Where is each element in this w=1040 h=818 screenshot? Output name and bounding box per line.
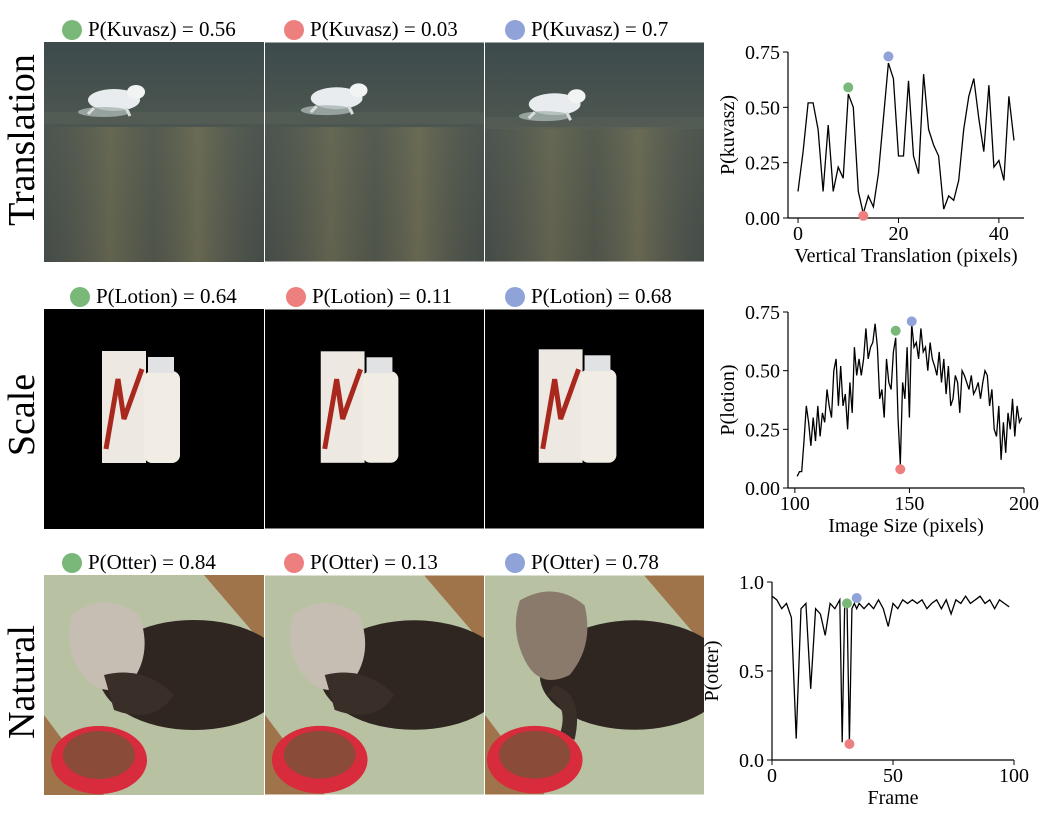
caption-text: P(Kuvasz) = 0.03 (310, 17, 458, 41)
green-marker (890, 325, 901, 336)
blue-dot-icon (505, 552, 525, 573)
green-marker (843, 82, 854, 93)
y-tick-label: 0.00 (745, 478, 780, 500)
lotion-scale-chart: 0.00 0.25 0.50 0.75 100 150 200 Image Size (pix… (717, 302, 1039, 537)
x-tick-label: 100 (999, 765, 1029, 787)
x-axis-label: Image Size (pixels) (828, 515, 984, 537)
green-marker (842, 598, 853, 609)
y-tick-label: 0.75 (745, 302, 780, 324)
y-tick-label: 0.00 (745, 208, 780, 230)
y-tick-label: 0.0 (739, 750, 764, 772)
red-marker (844, 738, 855, 749)
y-tick-label: 0.50 (745, 97, 780, 119)
caption-scale-3: P(Lotion) = 0.68 (505, 284, 672, 309)
row-label-scale: Scale (1, 373, 43, 457)
caption-scale-2: P(Lotion) = 0.11 (286, 284, 452, 309)
red-dot-icon (286, 286, 306, 307)
green-dot-icon (62, 552, 82, 573)
caption-text: P(Lotion) = 0.64 (96, 284, 237, 308)
red-marker (895, 464, 906, 475)
blue-marker (906, 316, 917, 327)
y-tick-label: 0.5 (739, 661, 764, 683)
blue-marker (851, 593, 862, 604)
dog-water-image-2 (265, 42, 484, 262)
otter-frame-chart: 0.0 0.5 1.0 0 50 100 Frame P(otter) (701, 572, 1029, 809)
dog-water-image-1 (44, 42, 264, 262)
blue-dot-icon (505, 19, 525, 40)
series-line (796, 323, 1023, 477)
x-tick-label: 0 (793, 223, 803, 245)
caption-translation-1: P(Kuvasz) = 0.56 (62, 17, 236, 42)
red-dot-icon (284, 19, 304, 40)
dog-water-image-3 (485, 42, 704, 262)
caption-text: P(Otter) = 0.78 (531, 550, 659, 574)
green-dot-icon (70, 286, 90, 307)
otter-image-3 (485, 575, 704, 795)
lotion-image-2 (265, 309, 484, 529)
caption-translation-2: P(Kuvasz) = 0.03 (284, 17, 458, 42)
caption-text: P(Otter) = 0.13 (310, 550, 438, 574)
y-tick-label: 0.50 (745, 361, 780, 383)
caption-text: P(Lotion) = 0.68 (531, 284, 672, 308)
y-axis-label: P(otter) (701, 640, 723, 701)
caption-scale-1: P(Lotion) = 0.64 (70, 284, 237, 309)
caption-natural-1: P(Otter) = 0.84 (62, 550, 216, 575)
otter-image-1 (44, 575, 264, 795)
caption-text: P(Kuvasz) = 0.56 (88, 17, 236, 41)
lotion-image-1 (44, 309, 264, 529)
caption-natural-2: P(Otter) = 0.13 (284, 550, 438, 575)
x-tick-label: 20 (888, 223, 908, 245)
otter-image-2 (265, 575, 484, 795)
x-tick-label: 200 (1009, 493, 1039, 515)
y-axis-label: P(lotion) (717, 364, 739, 435)
series-line (771, 595, 1010, 743)
y-tick-label: 0.25 (745, 153, 780, 175)
x-tick-label: 50 (883, 765, 903, 787)
x-axis-label: Vertical Translation (pixels) (794, 245, 1017, 267)
caption-translation-3: P(Kuvasz) = 0.7 (505, 17, 668, 42)
caption-text: P(Kuvasz) = 0.7 (531, 17, 669, 41)
lotion-image-3 (485, 309, 704, 529)
series-line (797, 62, 1015, 214)
y-tick-label: 0.75 (745, 42, 780, 64)
x-axis-label: Frame (867, 787, 918, 809)
caption-text: P(Otter) = 0.84 (88, 550, 216, 574)
caption-natural-3: P(Otter) = 0.78 (505, 550, 659, 575)
x-tick-label: 100 (780, 493, 810, 515)
x-tick-label: 40 (989, 223, 1009, 245)
red-dot-icon (284, 552, 304, 573)
x-tick-label: 150 (894, 493, 924, 515)
blue-marker (883, 51, 894, 62)
green-dot-icon (62, 19, 82, 40)
row-label-translation: Translation (1, 54, 43, 226)
caption-text: P(Lotion) = 0.11 (312, 284, 452, 308)
red-marker (858, 210, 869, 221)
y-tick-label: 0.25 (745, 419, 780, 441)
x-tick-label: 0 (767, 765, 777, 787)
y-axis-label: P(kuvasz) (717, 95, 739, 175)
blue-dot-icon (505, 286, 525, 307)
y-tick-label: 1.0 (739, 572, 764, 594)
row-label-natural: Natural (1, 625, 43, 739)
